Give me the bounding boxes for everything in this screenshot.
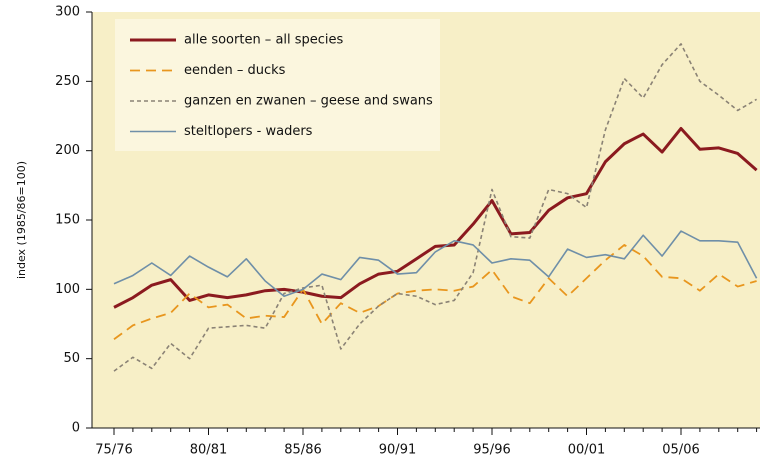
- y-tick-label: 250: [55, 74, 80, 89]
- series-line: [113, 126, 758, 309]
- legend-label: ganzen en zwanen – geese and swans: [184, 94, 433, 109]
- y-tick-label: 50: [63, 351, 80, 366]
- x-tick-label: 05/06: [662, 443, 699, 458]
- y-axis-title: index (1985/86=100): [15, 161, 28, 279]
- series-line: [113, 244, 757, 340]
- x-tick-label: 80/81: [190, 443, 227, 458]
- y-tick-label: 0: [72, 421, 80, 436]
- legend-label: steltlopers - waders: [184, 124, 313, 139]
- legend-label: alle soorten – all species: [184, 33, 344, 48]
- x-tick-label: 95/96: [473, 443, 510, 458]
- y-tick-label: 300: [55, 5, 80, 20]
- series-line: [113, 230, 758, 298]
- x-tick-label: 90/91: [379, 443, 416, 458]
- y-tick-label: 100: [55, 282, 80, 297]
- legend-label: eenden – ducks: [184, 63, 286, 78]
- x-tick-label: 85/86: [284, 443, 321, 458]
- x-tick-label: 75/76: [95, 443, 132, 458]
- x-tick-label: 00/01: [568, 443, 605, 458]
- y-tick-label: 150: [55, 213, 80, 228]
- series-line: [113, 43, 758, 372]
- y-tick-label: 200: [55, 143, 80, 158]
